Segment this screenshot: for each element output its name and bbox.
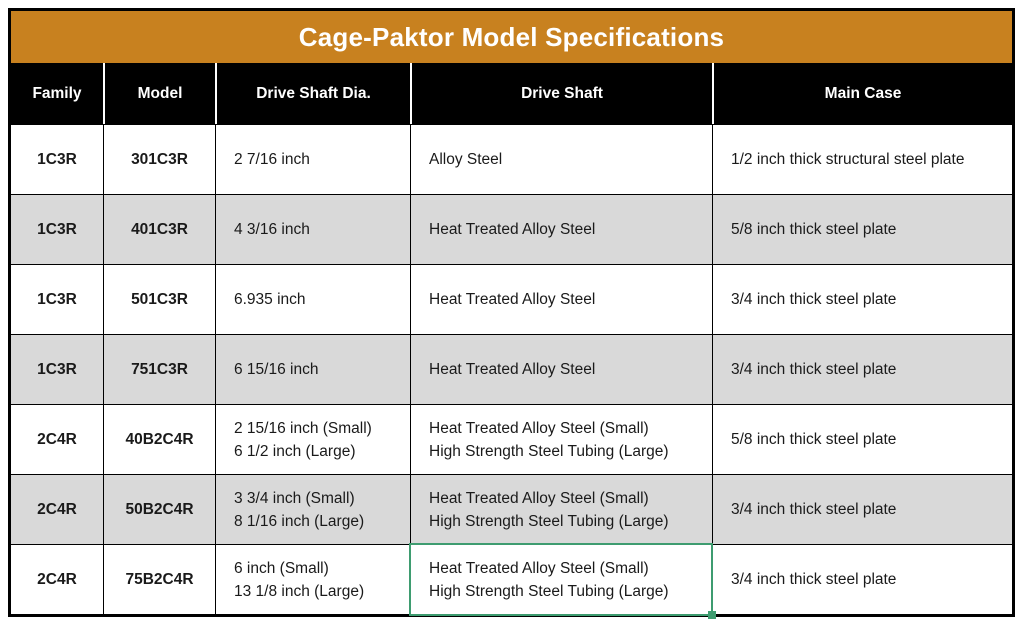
table-row: 1C3R 301C3R 2 7/16 inch Alloy Steel 1/2 …: [11, 124, 1012, 194]
family-cell[interactable]: 2C4R: [11, 404, 103, 474]
selection-handle[interactable]: [708, 611, 716, 619]
main-case-cell[interactable]: 5/8 inch thick steel plate: [712, 404, 1012, 474]
drive-shaft-cell[interactable]: Heat Treated Alloy Steel: [410, 334, 712, 404]
main-case-cell[interactable]: 3/4 inch thick steel plate: [712, 334, 1012, 404]
drive-shaft-dia-cell[interactable]: 2 15/16 inch (Small) 6 1/2 inch (Large): [215, 404, 410, 474]
header-family[interactable]: Family: [11, 63, 103, 124]
model-cell[interactable]: 40B2C4R: [103, 404, 215, 474]
drive-shaft-cell[interactable]: Heat Treated Alloy Steel (Small) High St…: [410, 474, 712, 544]
drive-shaft-cell[interactable]: Heat Treated Alloy Steel: [410, 194, 712, 264]
drive-shaft-dia-cell[interactable]: 6.935 inch: [215, 264, 410, 334]
family-cell[interactable]: 1C3R: [11, 124, 103, 194]
main-case-cell[interactable]: 3/4 inch thick steel plate: [712, 544, 1012, 614]
drive-shaft-dia-cell[interactable]: 2 7/16 inch: [215, 124, 410, 194]
table-row: 2C4R 75B2C4R 6 inch (Small) 13 1/8 inch …: [11, 544, 1012, 614]
header-main-case[interactable]: Main Case: [712, 63, 1012, 124]
family-cell[interactable]: 2C4R: [11, 544, 103, 614]
table-row: 1C3R 751C3R 6 15/16 inch Heat Treated Al…: [11, 334, 1012, 404]
model-cell[interactable]: 401C3R: [103, 194, 215, 264]
main-case-cell[interactable]: 1/2 inch thick structural steel plate: [712, 124, 1012, 194]
drive-shaft-dia-cell[interactable]: 6 15/16 inch: [215, 334, 410, 404]
drive-shaft-dia-cell[interactable]: 3 3/4 inch (Small) 8 1/16 inch (Large): [215, 474, 410, 544]
header-drive-shaft-dia[interactable]: Drive Shaft Dia.: [215, 63, 410, 124]
drive-shaft-dia-cell[interactable]: 4 3/16 inch: [215, 194, 410, 264]
model-cell[interactable]: 50B2C4R: [103, 474, 215, 544]
family-cell[interactable]: 1C3R: [11, 264, 103, 334]
spec-table: Family Model Drive Shaft Dia. Drive Shaf…: [11, 63, 1012, 614]
table-row: 1C3R 401C3R 4 3/16 inch Heat Treated All…: [11, 194, 1012, 264]
header-drive-shaft[interactable]: Drive Shaft: [410, 63, 712, 124]
main-case-cell[interactable]: 5/8 inch thick steel plate: [712, 194, 1012, 264]
table-row: 1C3R 501C3R 6.935 inch Heat Treated Allo…: [11, 264, 1012, 334]
family-cell[interactable]: 2C4R: [11, 474, 103, 544]
spec-table-frame: Cage-Paktor Model Specifications Family …: [8, 8, 1015, 617]
model-cell[interactable]: 301C3R: [103, 124, 215, 194]
family-cell[interactable]: 1C3R: [11, 194, 103, 264]
table-title: Cage-Paktor Model Specifications: [11, 11, 1012, 63]
drive-shaft-cell[interactable]: Heat Treated Alloy Steel (Small) High St…: [410, 404, 712, 474]
model-cell[interactable]: 75B2C4R: [103, 544, 215, 614]
header-model[interactable]: Model: [103, 63, 215, 124]
family-cell[interactable]: 1C3R: [11, 334, 103, 404]
table-row: 2C4R 40B2C4R 2 15/16 inch (Small) 6 1/2 …: [11, 404, 1012, 474]
main-case-cell[interactable]: 3/4 inch thick steel plate: [712, 264, 1012, 334]
drive-shaft-dia-cell[interactable]: 6 inch (Small) 13 1/8 inch (Large): [215, 544, 410, 614]
header-row: Family Model Drive Shaft Dia. Drive Shaf…: [11, 63, 1012, 124]
model-cell[interactable]: 751C3R: [103, 334, 215, 404]
model-cell[interactable]: 501C3R: [103, 264, 215, 334]
main-case-cell[interactable]: 3/4 inch thick steel plate: [712, 474, 1012, 544]
drive-shaft-cell[interactable]: Heat Treated Alloy Steel: [410, 264, 712, 334]
drive-shaft-cell[interactable]: Alloy Steel: [410, 124, 712, 194]
drive-shaft-cell[interactable]: Heat Treated Alloy Steel (Small) High St…: [410, 544, 712, 614]
table-row: 2C4R 50B2C4R 3 3/4 inch (Small) 8 1/16 i…: [11, 474, 1012, 544]
